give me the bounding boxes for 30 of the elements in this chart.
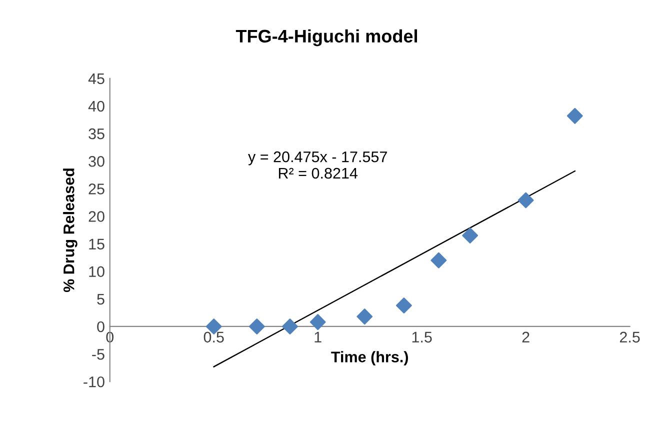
x-tick-label: 1 xyxy=(314,332,322,342)
y-tick-label: 25 xyxy=(88,184,104,194)
y-tick-label: 20 xyxy=(88,211,104,222)
point xyxy=(282,318,298,334)
y-tick-label: 45 xyxy=(88,73,104,84)
y-axis-title: % Drug Released xyxy=(63,168,78,292)
y-tick-label: 40 xyxy=(88,100,104,112)
x-tick-label: 2 xyxy=(522,332,530,342)
x-tick-label: 2.5 xyxy=(620,332,640,343)
point xyxy=(310,314,326,330)
chart-title: TFG-4-Higuchi model xyxy=(236,29,418,46)
point xyxy=(430,252,447,268)
y-tick-label: 0 xyxy=(97,321,104,332)
y-tick-label: 35 xyxy=(88,128,104,140)
point xyxy=(462,228,478,244)
y-tick-label: 30 xyxy=(88,156,104,167)
x-tick-label: 1.5 xyxy=(412,332,432,343)
y-tick-label: 10 xyxy=(89,266,104,278)
y-tick-label: -5 xyxy=(92,349,104,360)
point xyxy=(396,298,412,314)
x-tick-label: 0.5 xyxy=(204,332,224,343)
point xyxy=(566,108,583,124)
y-tick-label: -10 xyxy=(84,376,104,388)
y-tick-label: 15 xyxy=(89,238,104,250)
y-tick-label: 5 xyxy=(97,294,104,305)
point xyxy=(356,308,373,325)
point xyxy=(248,318,265,334)
x-axis-title: Time (hrs.) xyxy=(331,351,408,366)
point xyxy=(518,192,534,208)
annotation: y = 20.475x - 17.557 R² = 0.8214 xyxy=(248,151,387,179)
